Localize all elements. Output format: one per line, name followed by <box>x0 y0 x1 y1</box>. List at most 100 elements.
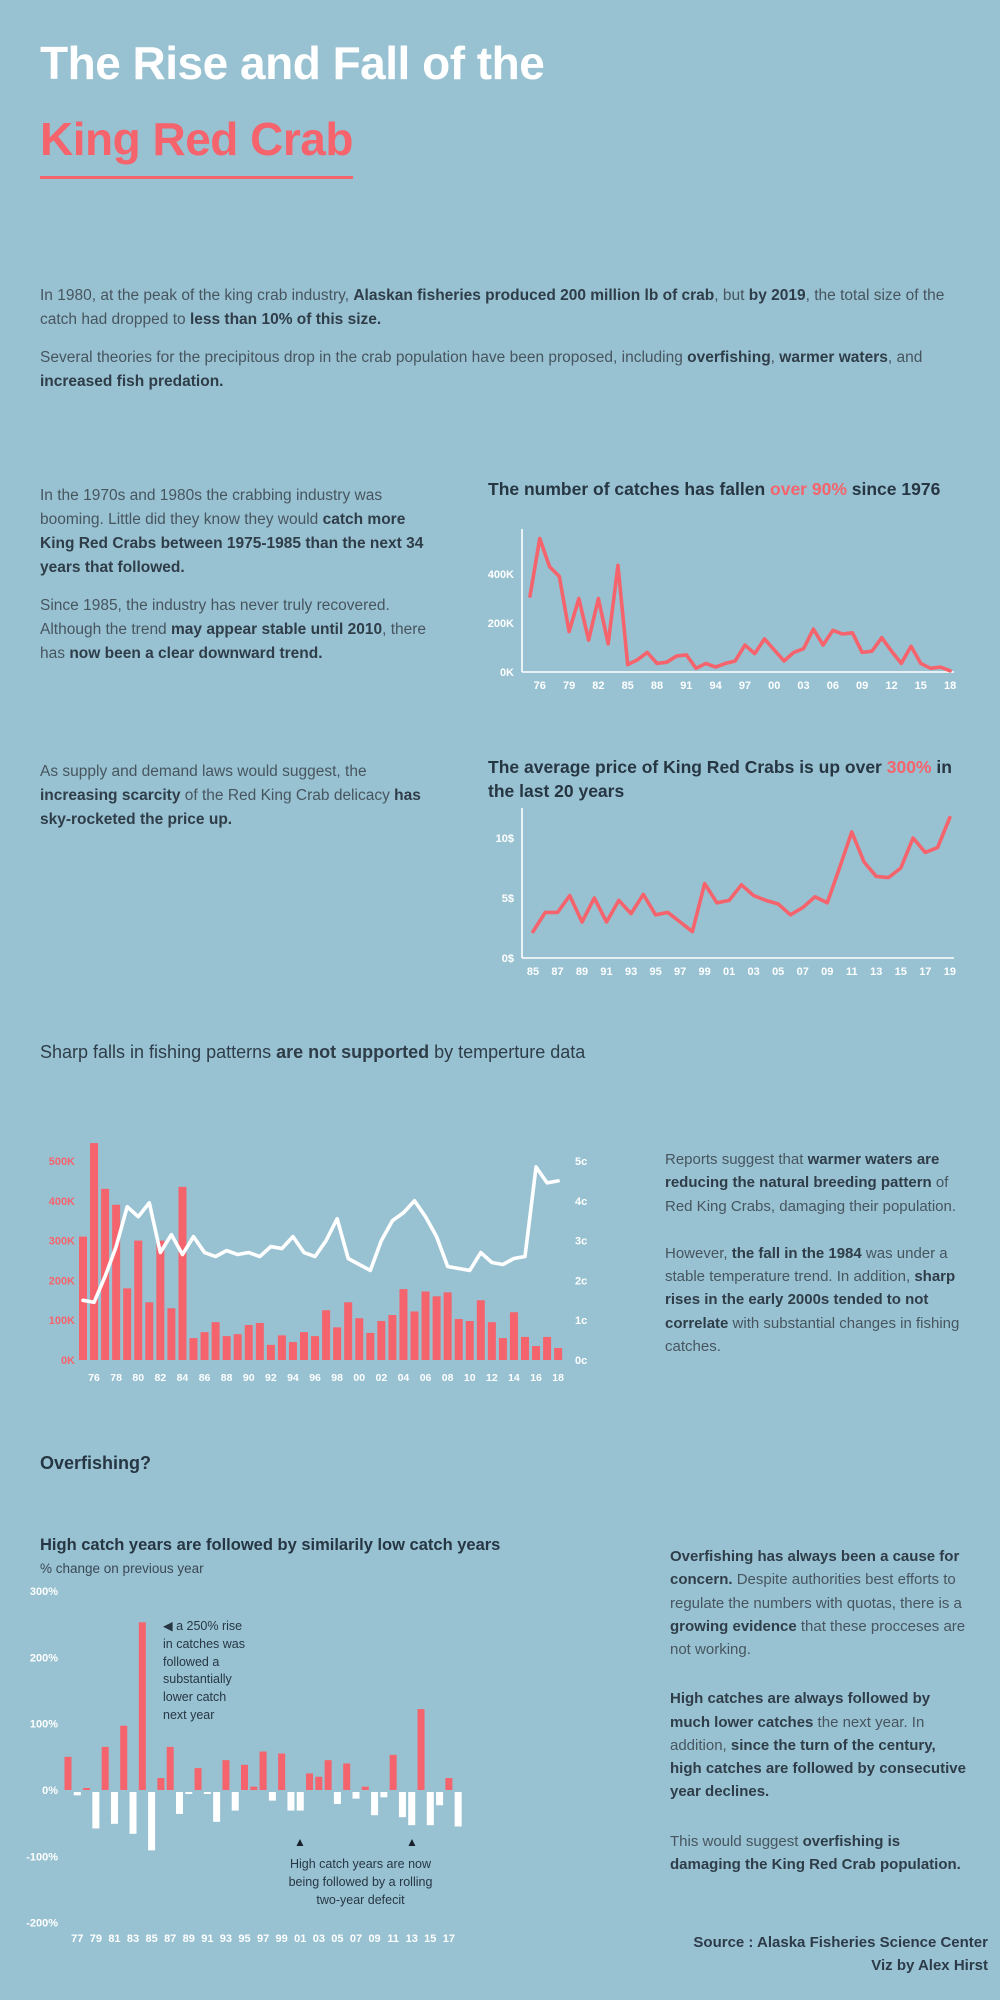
catches-text-block: In the 1970s and 1980s the crabbing indu… <box>40 484 432 680</box>
svg-text:80: 80 <box>132 1372 144 1384</box>
svg-text:0K: 0K <box>61 1355 75 1367</box>
temperature-section-heading: Sharp falls in fishing patterns are not … <box>40 1042 586 1062</box>
svg-text:85: 85 <box>527 966 539 978</box>
svg-text:300%: 300% <box>30 1586 58 1598</box>
svg-text:200K: 200K <box>488 618 514 630</box>
svg-text:91: 91 <box>600 966 612 978</box>
catches-chart-title: The number of catches has fallen over 90… <box>488 479 941 499</box>
svg-text:3c: 3c <box>575 1236 587 1248</box>
svg-text:2c: 2c <box>575 1275 587 1287</box>
svg-text:92: 92 <box>265 1372 277 1384</box>
svg-text:100K: 100K <box>49 1315 75 1327</box>
svg-text:15: 15 <box>915 680 927 692</box>
svg-text:91: 91 <box>201 1933 213 1945</box>
svg-text:81: 81 <box>108 1933 120 1945</box>
catches-paragraph-2: Since 1985, the industry has never truly… <box>40 597 427 663</box>
svg-text:06: 06 <box>827 680 839 692</box>
svg-text:08: 08 <box>442 1372 454 1384</box>
svg-text:500K: 500K <box>49 1156 75 1168</box>
svg-text:400K: 400K <box>49 1196 75 1208</box>
svg-text:78: 78 <box>110 1372 122 1384</box>
svg-text:10: 10 <box>464 1372 476 1384</box>
intro-block: In 1980, at the peak of the king crab in… <box>40 284 975 408</box>
svg-text:89: 89 <box>183 1933 195 1945</box>
svg-text:09: 09 <box>856 680 868 692</box>
svg-text:0K: 0K <box>500 667 514 679</box>
intro-paragraph-2: Several theories for the precipitous dro… <box>40 349 923 391</box>
temperature-text-block: Reports suggest that warmer waters are r… <box>665 1148 967 1372</box>
source-credit: Source : Alaska Fisheries Science Center… <box>560 1931 988 1978</box>
svg-text:18: 18 <box>552 1372 564 1384</box>
svg-text:88: 88 <box>221 1372 233 1384</box>
svg-text:03: 03 <box>313 1933 325 1945</box>
temperature-combo-chart: 0K 100K 200K 300K 400K 500K 0c 1c 2c 3c 4c 5c 76 78 80… <box>30 1135 630 1397</box>
left-triangle-icon: ◀ <box>163 1619 173 1633</box>
svg-text:0c: 0c <box>575 1355 587 1367</box>
svg-text:89: 89 <box>576 966 588 978</box>
svg-text:97: 97 <box>674 966 686 978</box>
svg-text:17: 17 <box>919 966 931 978</box>
pct-chart-title: High catch years are followed by similar… <box>40 1536 501 1554</box>
up-triangle-icon: ▲ <box>406 1835 418 1849</box>
svg-text:76: 76 <box>534 680 546 692</box>
svg-text:82: 82 <box>592 680 604 692</box>
svg-text:14: 14 <box>508 1372 520 1384</box>
svg-text:5$: 5$ <box>502 893 514 905</box>
svg-text:12: 12 <box>486 1372 498 1384</box>
svg-text:87: 87 <box>164 1933 176 1945</box>
svg-text:97: 97 <box>257 1933 269 1945</box>
svg-text:76: 76 <box>88 1372 100 1384</box>
svg-text:10$: 10$ <box>496 833 514 845</box>
svg-text:01: 01 <box>294 1933 306 1945</box>
svg-text:05: 05 <box>331 1933 343 1945</box>
temperature-paragraph-1: Reports suggest that warmer waters are r… <box>665 1151 957 1215</box>
svg-text:01: 01 <box>723 966 735 978</box>
svg-text:15: 15 <box>895 966 907 978</box>
svg-text:94: 94 <box>710 680 723 692</box>
svg-text:07: 07 <box>350 1933 362 1945</box>
page-title-line1: The Rise and Fall of the <box>40 37 545 89</box>
up-triangle-icon: ▲ <box>294 1835 306 1849</box>
svg-text:0$: 0$ <box>502 953 514 965</box>
svg-text:85: 85 <box>145 1933 157 1945</box>
svg-text:05: 05 <box>772 966 784 978</box>
svg-text:1c: 1c <box>575 1315 587 1327</box>
svg-text:0%: 0% <box>42 1785 58 1797</box>
svg-text:18: 18 <box>944 680 956 692</box>
pct-annotation-two-year-deficit: High catch years are now being followed … <box>288 1857 433 1907</box>
price-chart-title: The average price of King Red Crabs is u… <box>488 757 952 801</box>
svg-text:11: 11 <box>387 1933 399 1945</box>
svg-text:03: 03 <box>748 966 760 978</box>
pct-change-bar-chart: 300% 200% 100% 0% -100% -200% 77 79 81 83 85 87 89 91… <box>20 1578 500 1956</box>
svg-text:84: 84 <box>177 1372 189 1384</box>
svg-text:90: 90 <box>243 1372 255 1384</box>
overfishing-paragraph-1: Overfishing has always been a cause for … <box>670 1548 966 1658</box>
price-paragraph-1: As supply and demand laws would suggest,… <box>40 763 421 829</box>
viz-credit-line: Viz by Alex Hirst <box>871 1957 988 1975</box>
svg-text:91: 91 <box>680 680 692 692</box>
svg-text:-200%: -200% <box>26 1918 58 1930</box>
svg-text:94: 94 <box>287 1372 299 1384</box>
svg-text:93: 93 <box>625 966 637 978</box>
temperature-paragraph-2: However, the fall in the 1984 was under … <box>665 1244 960 1355</box>
svg-text:02: 02 <box>376 1372 388 1384</box>
svg-text:00: 00 <box>768 680 780 692</box>
svg-text:12: 12 <box>885 680 897 692</box>
svg-text:88: 88 <box>651 680 663 692</box>
svg-text:17: 17 <box>443 1933 455 1945</box>
svg-text:99: 99 <box>699 966 711 978</box>
svg-text:11: 11 <box>846 966 858 978</box>
svg-text:87: 87 <box>551 966 563 978</box>
svg-text:400K: 400K <box>488 569 514 581</box>
svg-text:07: 07 <box>797 966 809 978</box>
pct-annotation-250-rise: ◀ a 250% rise in catches was followed a … <box>163 1619 245 1722</box>
svg-text:99: 99 <box>276 1933 288 1945</box>
svg-text:83: 83 <box>127 1933 139 1945</box>
svg-text:03: 03 <box>797 680 809 692</box>
page-title-line2: King Red Crab <box>40 112 353 179</box>
svg-text:200%: 200% <box>30 1652 58 1664</box>
svg-text:15: 15 <box>424 1933 436 1945</box>
svg-text:85: 85 <box>622 680 634 692</box>
svg-text:93: 93 <box>220 1933 232 1945</box>
